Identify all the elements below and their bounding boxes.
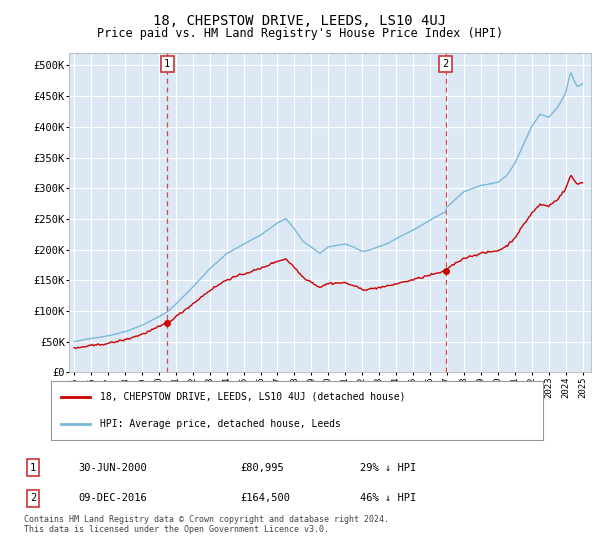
Text: 1: 1: [30, 463, 36, 473]
Text: 30-JUN-2000: 30-JUN-2000: [78, 463, 147, 473]
Text: 18, CHEPSTOW DRIVE, LEEDS, LS10 4UJ: 18, CHEPSTOW DRIVE, LEEDS, LS10 4UJ: [154, 14, 446, 28]
Text: Price paid vs. HM Land Registry's House Price Index (HPI): Price paid vs. HM Land Registry's House …: [97, 27, 503, 40]
Text: £164,500: £164,500: [240, 493, 290, 503]
Text: 29% ↓ HPI: 29% ↓ HPI: [360, 463, 416, 473]
Text: HPI: Average price, detached house, Leeds: HPI: Average price, detached house, Leed…: [100, 419, 341, 429]
Text: This data is licensed under the Open Government Licence v3.0.: This data is licensed under the Open Gov…: [24, 525, 329, 534]
Text: 46% ↓ HPI: 46% ↓ HPI: [360, 493, 416, 503]
Text: 18, CHEPSTOW DRIVE, LEEDS, LS10 4UJ (detached house): 18, CHEPSTOW DRIVE, LEEDS, LS10 4UJ (det…: [100, 391, 406, 402]
Text: 2: 2: [30, 493, 36, 503]
Text: £80,995: £80,995: [240, 463, 284, 473]
Text: 2: 2: [442, 59, 449, 69]
Text: Contains HM Land Registry data © Crown copyright and database right 2024.: Contains HM Land Registry data © Crown c…: [24, 515, 389, 524]
Text: 1: 1: [164, 59, 170, 69]
Text: 09-DEC-2016: 09-DEC-2016: [78, 493, 147, 503]
